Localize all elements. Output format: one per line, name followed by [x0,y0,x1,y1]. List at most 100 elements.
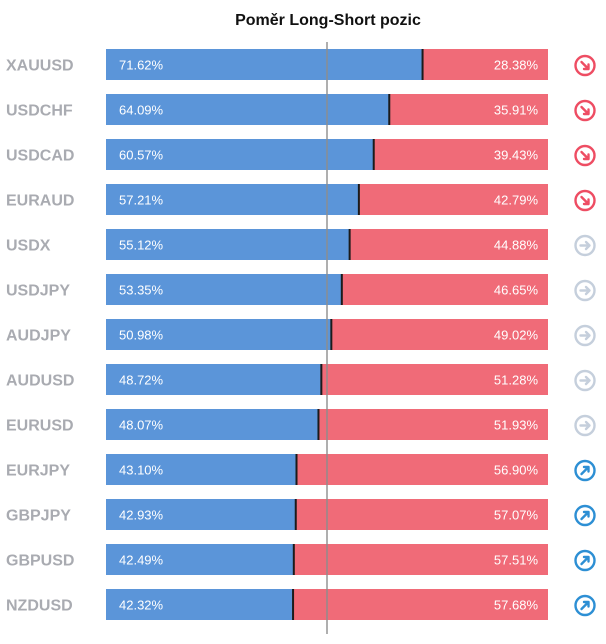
icon-arrow [579,285,591,296]
split-marker [294,499,297,530]
long-value-label: 42.49% [119,553,164,568]
pair-label: GBPUSD [6,553,74,570]
icon-arrow [579,420,591,431]
short-bar [331,319,548,350]
arrow-right-icon [574,279,596,302]
short-value-label: 51.28% [494,373,539,388]
long-bar [106,319,332,350]
icon-ring [574,99,596,122]
arrow-right-icon [574,234,596,257]
arrow-up-right-icon [574,549,596,572]
arrow-up-right-icon [574,594,596,617]
chart-row: USDJPY 53.35% 46.65% [6,274,596,305]
split-marker [388,94,391,125]
arrow-right-icon [574,369,596,392]
arrow-up-right-icon [574,504,596,527]
short-value-label: 51.93% [494,418,539,433]
long-bar [106,364,322,395]
long-value-label: 42.93% [119,508,164,523]
short-value-label: 44.88% [494,238,539,253]
pair-label: EURAUD [6,193,74,210]
icon-arrow [580,465,590,476]
chart-row: GBPJPY 42.93% 57.07% [6,499,596,530]
short-value-label: 42.79% [494,193,539,208]
split-marker [317,409,320,440]
chart-row: USDCHF 64.09% 35.91% [6,94,596,125]
icon-arrow [579,375,591,386]
icon-ring [574,279,596,302]
pair-label: USDCAD [6,148,74,165]
long-bar [106,409,319,440]
long-bar [106,544,294,575]
pair-label: EURJPY [6,463,70,480]
long-value-label: 64.09% [119,103,164,118]
icon-arrow [580,510,590,521]
pair-label: USDJPY [6,283,70,300]
chart-row: USDX 55.12% 44.88% [6,229,596,260]
short-bar [293,589,548,620]
chart-row: EURUSD 48.07% 51.93% [6,409,596,440]
pair-label: USDCHF [6,103,73,120]
short-bar [293,544,548,575]
icon-arrow [579,240,591,251]
pair-label: AUDJPY [6,328,71,345]
icon-arrow [580,555,590,566]
pair-label: EURUSD [6,418,74,435]
long-value-label: 48.07% [119,418,164,433]
long-value-label: 50.98% [119,328,164,343]
long-bar [106,184,359,215]
arrow-right-icon [574,324,596,347]
arrow-up-right-icon [574,459,596,482]
split-marker [348,229,351,260]
short-value-label: 46.65% [494,283,539,298]
split-marker [320,364,323,395]
short-value-label: 56.90% [494,463,539,478]
icon-ring [574,369,596,392]
short-value-label: 57.51% [494,553,539,568]
icon-ring [574,189,596,212]
arrow-down-right-icon [574,144,596,167]
chart-row: EURAUD 57.21% 42.79% [6,184,596,215]
chart-row: NZDUSD 42.32% 57.68% [6,589,596,620]
pair-label: AUDUSD [6,373,74,390]
arrow-right-icon [574,414,596,437]
long-bar [106,499,296,530]
split-marker [421,49,424,80]
icon-arrow [579,330,591,341]
split-marker [357,184,360,215]
icon-ring [574,234,596,257]
icon-ring [574,324,596,347]
split-marker [295,454,298,485]
chart-row: GBPUSD 42.49% 57.51% [6,544,596,575]
icon-arrow [580,105,590,116]
pair-label: GBPJPY [6,508,71,525]
long-bar [106,94,390,125]
icon-ring [574,459,596,482]
pair-label: XAUUSD [6,58,74,75]
long-value-label: 42.32% [119,598,164,613]
short-bar [321,364,548,395]
long-bar [106,139,374,170]
split-marker [330,319,333,350]
icon-ring [574,54,596,77]
icon-arrow [580,150,590,161]
long-value-label: 60.57% [119,148,164,163]
split-marker [292,589,295,620]
pair-label: NZDUSD [6,598,73,615]
long-bar [106,49,423,80]
long-value-label: 55.12% [119,238,164,253]
short-bar [296,454,548,485]
short-bar [358,184,548,215]
long-value-label: 43.10% [119,463,164,478]
short-value-label: 57.68% [494,598,539,613]
short-bar [341,274,548,305]
long-bar [106,454,297,485]
chart-row: EURJPY 43.10% 56.90% [6,454,596,485]
icon-ring [574,414,596,437]
short-value-label: 28.38% [494,58,539,73]
chart-row: AUDJPY 50.98% 49.02% [6,319,596,350]
icon-ring [574,549,596,572]
short-bar [349,229,548,260]
chart-row: XAUUSD 71.62% 28.38% [6,49,596,80]
